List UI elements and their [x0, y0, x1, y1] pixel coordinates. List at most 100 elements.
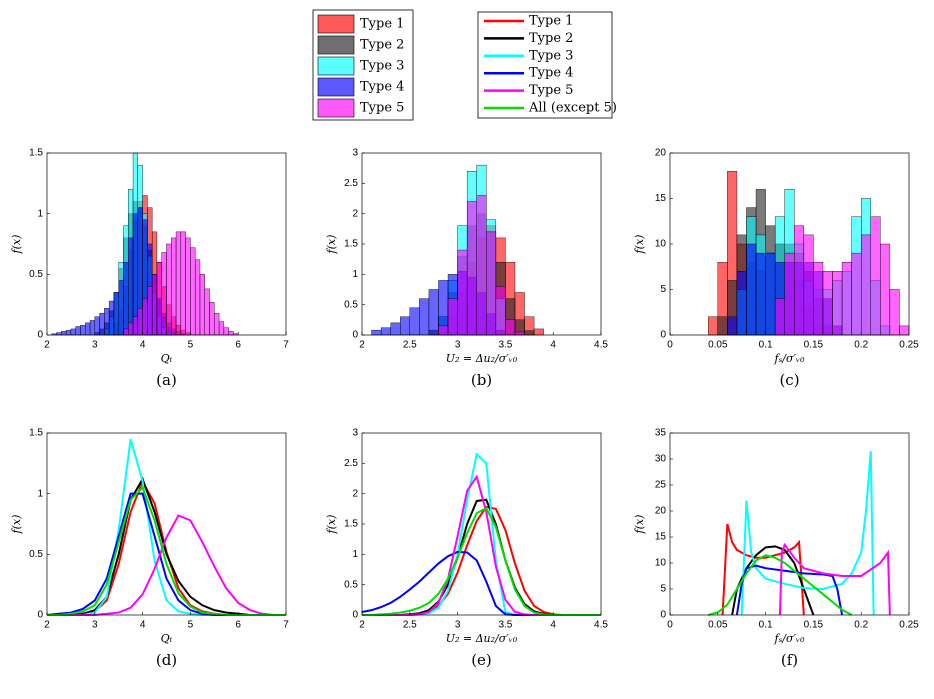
- density-line: [362, 474, 601, 616]
- hist-bar: [75, 326, 81, 336]
- hist-bar: [65, 329, 72, 336]
- legend-box: [477, 11, 613, 119]
- x-tick-label: 0.05: [708, 340, 728, 351]
- hist-bar: [774, 298, 785, 336]
- hist-bar: [156, 262, 162, 336]
- density-line: [362, 452, 601, 616]
- hist-bar: [118, 280, 124, 336]
- x-tick-label: 7: [283, 340, 289, 351]
- density-line: [731, 545, 815, 616]
- hist-bar: [736, 271, 747, 336]
- hist-bar: [104, 308, 110, 336]
- hist-bar: [813, 262, 824, 336]
- hist-bar: [85, 322, 91, 336]
- hist-bar: [466, 201, 477, 336]
- hist-bar: [132, 316, 139, 336]
- x-tick-label: 0.25: [899, 620, 919, 631]
- y-tick-label: 35: [655, 428, 667, 439]
- x-tick-label: 7: [283, 620, 289, 631]
- x-tick-label: 0: [667, 620, 673, 631]
- hist-bar: [180, 231, 186, 336]
- hist-bar: [889, 289, 900, 336]
- density-line: [47, 479, 286, 616]
- hist-bar: [438, 325, 449, 336]
- y-tick-label: 25: [655, 480, 667, 491]
- panel-label: (c): [779, 371, 799, 389]
- legend-label: Type 2: [529, 31, 573, 46]
- x-axis-label: Qₜ: [161, 352, 173, 365]
- x-tick-label: 4.5: [594, 340, 608, 351]
- hist-bar: [113, 292, 119, 336]
- hist-bar: [794, 225, 805, 336]
- hist-bar: [175, 231, 182, 336]
- hist-bar: [128, 322, 134, 336]
- hist-bar: [371, 329, 382, 336]
- legend-label: Type 3: [529, 48, 573, 63]
- x-tick-label: 4: [550, 340, 556, 351]
- hist-bar: [89, 320, 95, 336]
- x-tick-label: 0.25: [899, 340, 919, 351]
- legend-label: Type 4: [529, 66, 573, 81]
- density-line: [735, 564, 844, 616]
- x-tick-label: 3: [92, 340, 98, 351]
- y-axis-label: f(x): [325, 235, 338, 255]
- x-tick-label: 0: [667, 340, 673, 351]
- hist-bar: [708, 316, 718, 336]
- x-axis-label: Qₜ: [161, 632, 173, 645]
- hist-bar: [228, 331, 234, 336]
- hist-bar: [765, 252, 776, 336]
- legend-label: Type 5: [529, 83, 573, 98]
- y-tick-label: 0.5: [29, 549, 43, 560]
- hist-bar: [447, 298, 458, 336]
- hist-bar: [142, 298, 148, 336]
- y-tick-label: 5: [660, 584, 666, 595]
- panel-label: (b): [471, 371, 492, 389]
- hist-bar: [851, 252, 862, 336]
- hist-bar: [128, 237, 134, 336]
- hist-bar: [514, 331, 525, 336]
- y-tick-label: 1.5: [29, 428, 43, 439]
- hist-bar: [880, 243, 891, 336]
- legend-swatch: [317, 77, 355, 97]
- hist-bar: [147, 286, 153, 336]
- y-tick-label: 20: [655, 506, 667, 517]
- x-tick-label: 0.15: [804, 620, 824, 631]
- y-axis-label: f(x): [10, 235, 23, 255]
- hist-bar: [123, 328, 129, 336]
- panel-label: (a): [156, 371, 177, 389]
- x-axis-label: fₛ/σ′ᵥ₀: [774, 352, 806, 365]
- legend-label: Type 5: [360, 101, 404, 116]
- y-tick-label: 2: [352, 208, 358, 219]
- y-axis-label: f(x): [633, 235, 646, 255]
- hist-bar: [166, 243, 172, 336]
- x-tick-label: 0.15: [804, 340, 824, 351]
- x-tick-label: 0.05: [708, 620, 728, 631]
- x-tick-label: 5: [188, 340, 194, 351]
- x-tick-label: 4: [140, 340, 146, 351]
- y-tick-label: 10: [655, 558, 667, 569]
- hist-bar: [185, 237, 191, 336]
- hist-bar: [524, 330, 535, 336]
- hist-bar: [123, 262, 129, 336]
- hist-bar: [870, 216, 881, 336]
- legend-label: Type 3: [360, 59, 404, 74]
- legend-label: All (except 5): [528, 101, 617, 116]
- y-axis-label: f(x): [10, 515, 23, 535]
- panel-label: (f): [781, 651, 798, 669]
- hist-bar: [727, 316, 738, 336]
- hist-bar: [476, 195, 487, 336]
- hist-bar: [717, 316, 728, 336]
- hist-bar: [861, 234, 871, 336]
- hist-bar: [457, 249, 468, 336]
- x-tick-label: 3: [455, 340, 461, 351]
- hist-bar: [99, 312, 105, 336]
- plot-frame: [46, 432, 287, 616]
- hist-bar: [223, 327, 229, 336]
- y-tick-label: 0.5: [29, 269, 43, 280]
- density-line: [361, 550, 601, 616]
- density-line: [740, 451, 875, 616]
- plot-frame: [46, 152, 287, 336]
- x-tick-label: 2: [44, 340, 50, 351]
- x-tick-label: 3.5: [498, 340, 512, 351]
- hist-bar: [755, 252, 766, 336]
